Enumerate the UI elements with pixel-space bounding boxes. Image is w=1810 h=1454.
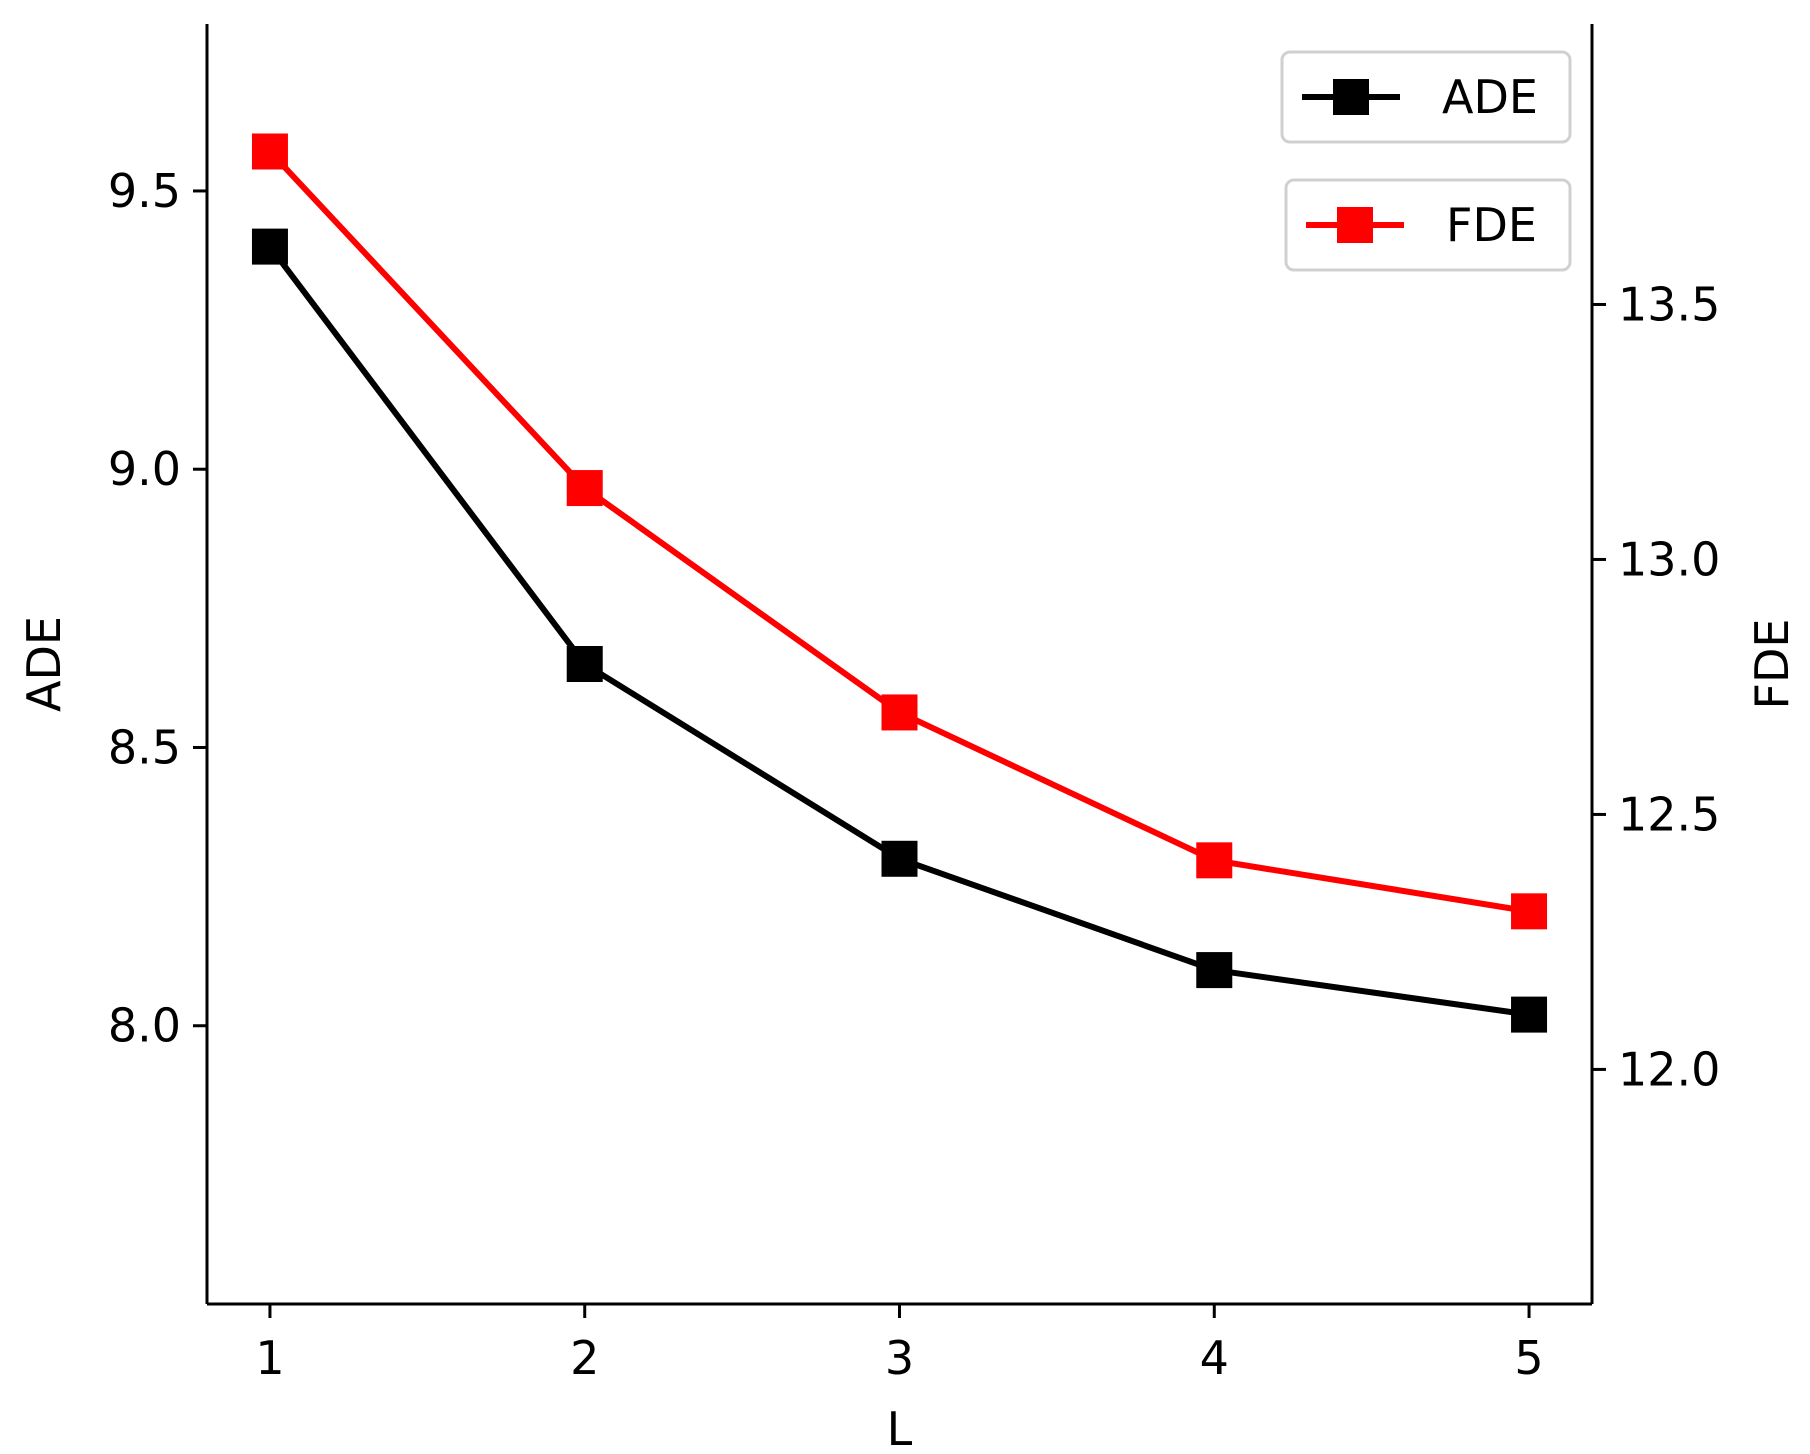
y-left-tick-label: 9.0 — [108, 442, 181, 496]
ade-legend-box — [1280, 50, 1572, 144]
y-right-tick-label: 12.0 — [1618, 1042, 1720, 1096]
ade-legend-marker — [1333, 79, 1369, 115]
fde-legend-label: FDE — [1446, 198, 1537, 252]
fde-legend-box — [1284, 178, 1572, 272]
fde-data-point — [881, 694, 918, 731]
series-layer — [251, 133, 1548, 1033]
x-tick-label: 4 — [1200, 1331, 1229, 1385]
ade-data-point — [1196, 952, 1233, 989]
y-right-tick-label: 13.0 — [1618, 532, 1720, 586]
legend: ADE FDE — [1280, 50, 1572, 272]
y-axis-right: 12.0 12.5 13.0 13.5 — [1592, 277, 1720, 1096]
ade-data-point — [881, 840, 918, 877]
x-tick-label: 3 — [885, 1331, 914, 1385]
y-axis-right-label: FDE — [1745, 619, 1799, 710]
x-tick-label: 1 — [255, 1331, 284, 1385]
y-axis-left: 8.0 8.5 9.0 9.5 — [108, 164, 207, 1053]
x-tick-label: 2 — [570, 1331, 599, 1385]
y-axis-left-label: ADE — [17, 616, 71, 712]
ade-series-line — [267, 244, 1530, 1018]
fde-data-point — [1196, 842, 1233, 879]
fde-legend-marker — [1337, 207, 1373, 243]
x-axis: 1 2 3 4 5 — [255, 1304, 1544, 1385]
ade-legend-label: ADE — [1442, 70, 1538, 124]
x-axis-label: L — [887, 1402, 913, 1454]
y-right-tick-label: 13.5 — [1618, 277, 1720, 331]
x-tick-label: 5 — [1514, 1331, 1543, 1385]
fde-data-point — [566, 470, 603, 507]
y-left-tick-label: 9.5 — [108, 164, 181, 218]
y-left-tick-label: 8.0 — [108, 999, 181, 1053]
fde-data-point — [251, 133, 288, 170]
y-right-tick-label: 12.5 — [1618, 787, 1720, 841]
ade-data-point — [1511, 996, 1548, 1033]
ade-data-point — [251, 228, 288, 265]
ade-data-point — [566, 646, 603, 682]
y-left-tick-label: 8.5 — [108, 720, 181, 774]
fde-data-point — [1511, 893, 1548, 930]
